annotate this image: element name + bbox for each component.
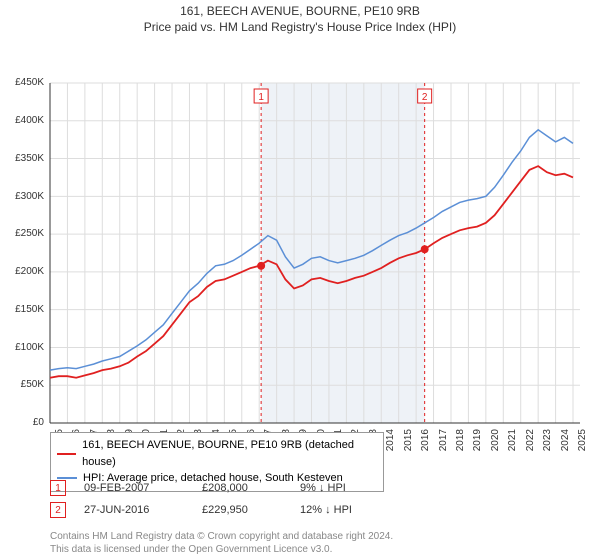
sale-marker: 1	[50, 480, 66, 496]
sale-delta: 12% ↓ HPI	[300, 504, 352, 516]
sale-delta: 9% ↓ HPI	[300, 482, 346, 494]
x-tick-label: 2018	[455, 429, 466, 459]
x-tick-label: 2019	[472, 429, 483, 459]
sale-date: 09-FEB-2007	[84, 482, 184, 494]
x-tick-label: 2024	[560, 429, 571, 459]
chart-svg: 12	[0, 39, 600, 429]
legend-swatch	[57, 477, 77, 479]
x-tick-label: 2022	[525, 429, 536, 459]
legend-item: 161, BEECH AVENUE, BOURNE, PE10 9RB (det…	[57, 437, 377, 470]
sale-row: 1 09-FEB-2007 £208,000 9% ↓ HPI	[50, 480, 346, 496]
y-tick-label: £250K	[6, 228, 44, 239]
y-tick-label: £400K	[6, 115, 44, 126]
page-subtitle: Price paid vs. HM Land Registry's House …	[0, 20, 600, 36]
y-tick-label: £100K	[6, 342, 44, 353]
x-tick-label: 2020	[490, 429, 501, 459]
y-tick-label: £150K	[6, 304, 44, 315]
legend-label: 161, BEECH AVENUE, BOURNE, PE10 9RB (det…	[82, 437, 377, 470]
y-tick-label: £450K	[6, 77, 44, 88]
y-tick-label: £0	[6, 417, 44, 428]
y-tick-label: £300K	[6, 191, 44, 202]
x-tick-label: 2015	[403, 429, 414, 459]
legend-swatch	[57, 453, 76, 455]
y-tick-label: £200K	[6, 266, 44, 277]
chart-area: 12 £0£50K£100K£150K£200K£250K£300K£350K£…	[0, 39, 600, 429]
x-tick-label: 2016	[420, 429, 431, 459]
x-tick-label: 2017	[438, 429, 449, 459]
attribution-line2: This data is licensed under the Open Gov…	[50, 543, 393, 556]
svg-text:2: 2	[422, 92, 428, 103]
sale-date: 27-JUN-2016	[84, 504, 184, 516]
y-tick-label: £50K	[6, 379, 44, 390]
x-tick-label: 2014	[385, 429, 396, 459]
y-tick-label: £350K	[6, 153, 44, 164]
attribution-line1: Contains HM Land Registry data © Crown c…	[50, 530, 393, 543]
sale-marker: 2	[50, 502, 66, 518]
sale-row: 2 27-JUN-2016 £229,950 12% ↓ HPI	[50, 502, 352, 518]
x-tick-label: 2021	[507, 429, 518, 459]
sale-price: £208,000	[202, 482, 282, 494]
attribution: Contains HM Land Registry data © Crown c…	[50, 530, 393, 556]
x-tick-label: 2025	[577, 429, 588, 459]
chart-container: 161, BEECH AVENUE, BOURNE, PE10 9RB Pric…	[0, 0, 600, 560]
x-tick-label: 2023	[542, 429, 553, 459]
sale-price: £229,950	[202, 504, 282, 516]
svg-text:1: 1	[258, 92, 264, 103]
page-title: 161, BEECH AVENUE, BOURNE, PE10 9RB	[0, 0, 600, 20]
